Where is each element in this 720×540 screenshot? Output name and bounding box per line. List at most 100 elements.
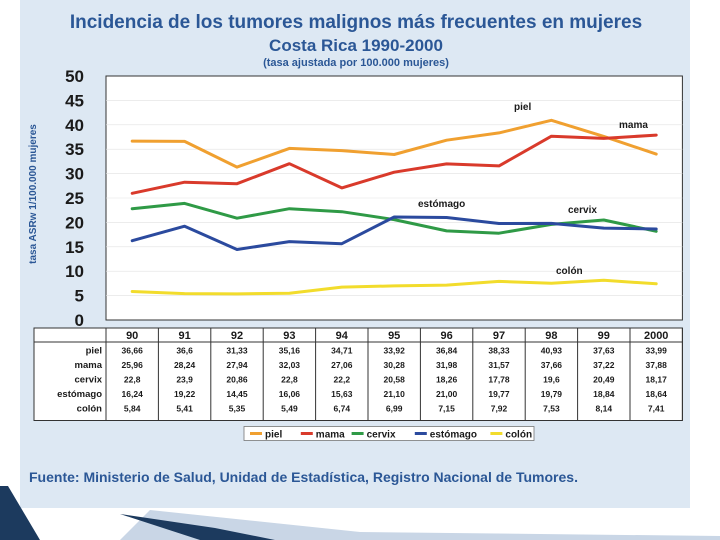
table-cell: 7,92 [491, 404, 508, 414]
table-cell: 21,10 [384, 389, 406, 399]
table-cell: 23,9 [176, 375, 193, 385]
table-cell: 22,8 [124, 375, 141, 385]
chart-subtitle: Costa Rica 1990-2000 [269, 36, 443, 55]
y-tick-label: 5 [75, 287, 84, 306]
table-header-cell: 91 [178, 330, 190, 342]
y-tick-label: 10 [65, 262, 84, 281]
y-tick-label: 25 [65, 189, 84, 208]
table-row-label: estómago [57, 389, 102, 400]
y-tick-label: 45 [65, 91, 84, 110]
series-line-colón [130, 278, 658, 296]
table-cell: 5,84 [124, 404, 141, 414]
table-cell: 5,49 [281, 404, 298, 414]
table-cell: 33,92 [384, 346, 406, 356]
table-row-label: piel [86, 346, 102, 357]
table-cell: 20,49 [593, 375, 615, 385]
table-cell: 35,16 [279, 346, 301, 356]
y-tick-label: 15 [65, 238, 84, 257]
swoosh-dark [0, 486, 40, 540]
table-header-cell: 92 [231, 330, 243, 342]
table-cell: 36,66 [122, 346, 144, 356]
table-cell: 34,71 [331, 346, 353, 356]
table-cell: 28,24 [174, 360, 196, 370]
table-cell: 20,86 [226, 375, 248, 385]
table-cell: 31,98 [436, 360, 458, 370]
table-cell: 22,8 [281, 375, 298, 385]
table-cell: 6,99 [386, 404, 403, 414]
table-cell: 7,41 [648, 404, 665, 414]
table-header-cell: 90 [126, 330, 138, 342]
table-cell: 16,24 [122, 389, 144, 399]
chart-title: Incidencia de los tumores malignos más f… [70, 12, 642, 33]
table-cell: 19,79 [541, 389, 563, 399]
table-cell: 19,22 [174, 389, 196, 399]
legend-label-estómago: estómago [430, 430, 477, 441]
table-cell: 17,78 [488, 375, 510, 385]
y-tick-label: 35 [65, 140, 84, 159]
table-cell: 21,00 [436, 389, 458, 399]
y-axis-ticks: 0 5 10 15 20 25 30 35 40 45 50 [65, 67, 84, 330]
table-header-cell: 97 [493, 330, 505, 342]
table-cell: 25,96 [122, 360, 144, 370]
table-header-cell: 99 [598, 330, 610, 342]
chart-subtitle-note: (tasa ajustada por 100.000 mujeres) [263, 57, 449, 69]
series-line-cervix [130, 201, 658, 235]
table-cell: 5,41 [176, 404, 193, 414]
swoosh-blade [120, 514, 275, 540]
table-cell: 19,77 [488, 389, 510, 399]
table-header-cell: 96 [440, 330, 452, 342]
table-cell: 18,17 [646, 375, 668, 385]
table-cell: 33,99 [646, 346, 668, 356]
table-cell: 38,33 [488, 346, 510, 356]
table-row-label: mama [75, 360, 103, 371]
source-note: Fuente: Ministerio de Salud, Unidad de E… [29, 469, 578, 485]
annotation-estomago: estómago [418, 199, 465, 210]
table-cell: 22,2 [334, 375, 351, 385]
annotation-cervix: cervix [568, 205, 597, 216]
swoosh-light [120, 510, 720, 540]
y-tick-label: 40 [65, 116, 84, 135]
series-line-estómago [130, 215, 658, 251]
legend-label-mama: mama [316, 430, 345, 441]
table-cell: 27,94 [226, 360, 248, 370]
legend-label-piel: piel [265, 430, 282, 441]
table-frame [33, 327, 683, 421]
table-row-label: cervix [75, 375, 103, 386]
table-cell: 18,64 [646, 389, 668, 399]
annotation-piel: piel [514, 102, 531, 113]
annotation-mama: mama [619, 120, 648, 131]
annotation-colon: colón [556, 266, 583, 277]
table-cell: 18,84 [593, 389, 615, 399]
table-header-cell: 95 [388, 330, 400, 342]
table-header-cell: 2000 [644, 330, 668, 342]
table-header-cell: 94 [336, 330, 349, 342]
table-cell: 6,74 [334, 404, 351, 414]
decorative-swoosh [0, 486, 720, 540]
plot-area [105, 75, 683, 321]
table-cell: 8,14 [596, 404, 613, 414]
table-header-cell: 98 [545, 330, 557, 342]
table-cell: 31,57 [488, 360, 510, 370]
table-cell: 37,63 [593, 346, 615, 356]
table-cell: 30,28 [384, 360, 406, 370]
table-cell: 16,06 [279, 389, 301, 399]
table-cell: 37,66 [541, 360, 563, 370]
table-cell: 27,06 [331, 360, 353, 370]
table-row-label: colón [77, 404, 103, 415]
chart-figure: Incidencia de los tumores malignos más f… [28, 12, 683, 485]
legend-label-colón: colón [505, 430, 532, 441]
series-lines [130, 118, 658, 296]
table-cell: 36,6 [176, 346, 193, 356]
table-cell: 19,6 [543, 375, 560, 385]
table-cell: 5,35 [229, 404, 246, 414]
y-axis-label: tasa ASRw 1/100.000 mujeres [28, 124, 39, 264]
y-tick-label: 30 [65, 165, 84, 184]
table-cell: 18,26 [436, 375, 458, 385]
table-cell: 20,58 [384, 375, 406, 385]
table-cell: 7,15 [438, 404, 455, 414]
table-cell: 37,88 [646, 360, 668, 370]
series-line-mama [130, 133, 658, 195]
table-cell: 7,53 [543, 404, 560, 414]
table-cell: 32,03 [279, 360, 301, 370]
data-table: 90 91 92 93 94 95 96 97 98 99 2000 piel 36,66 36,6 31,… [33, 327, 683, 421]
